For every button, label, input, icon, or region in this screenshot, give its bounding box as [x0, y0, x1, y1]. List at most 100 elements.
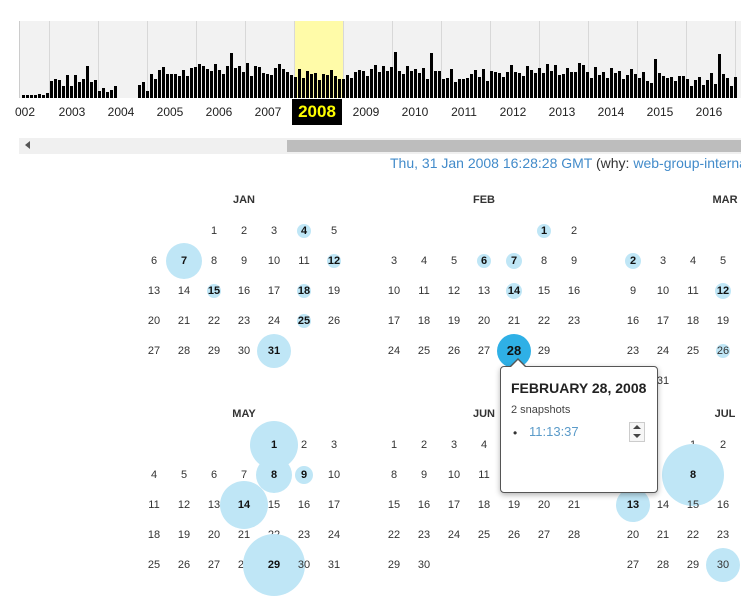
- chevron-down-icon[interactable]: [633, 434, 641, 438]
- snapshot-bubble[interactable]: [166, 243, 202, 279]
- snapshot-bubble[interactable]: [297, 224, 311, 238]
- year-label-002[interactable]: 002: [14, 105, 36, 119]
- calendar-day[interactable]: 15: [207, 285, 221, 297]
- calendar-day: 13: [207, 499, 221, 511]
- calendar-day[interactable]: 30: [716, 559, 730, 571]
- calendar-day: 24: [447, 529, 461, 541]
- capture-bar: [706, 80, 709, 98]
- calendar-day[interactable]: 12: [327, 255, 341, 267]
- calendar-day: 20: [626, 529, 640, 541]
- year-label-2005[interactable]: 2005: [156, 105, 184, 119]
- calendar-day: 21: [177, 315, 191, 327]
- year-separator: [637, 21, 638, 98]
- calendar-day[interactable]: 1: [270, 439, 278, 451]
- snapshot-time-link[interactable]: 11:13:37: [529, 424, 579, 439]
- calendar-day: 19: [507, 499, 521, 511]
- year-label-2010[interactable]: 2010: [401, 105, 429, 119]
- scroll-left-arrow-icon[interactable]: [25, 141, 30, 149]
- snapshot-bubble[interactable]: [256, 457, 292, 493]
- capture-bar: [714, 84, 717, 98]
- calendar-day: 30: [417, 559, 431, 571]
- snapshot-bubble[interactable]: [625, 253, 641, 269]
- snapshot-bubble[interactable]: [662, 444, 724, 506]
- capture-bar: [370, 69, 373, 98]
- calendar-day: 18: [417, 315, 431, 327]
- snapshot-timestamp-link[interactable]: Thu, 31 Jan 2008 16:28:28 GMT: [390, 155, 593, 171]
- year-label-2016[interactable]: 2016: [695, 105, 723, 119]
- calendar-day[interactable]: 12: [716, 285, 730, 297]
- snapshot-bubble[interactable]: [477, 254, 491, 268]
- capture-bar: [542, 73, 545, 98]
- snapshot-bubble[interactable]: [506, 283, 522, 299]
- calendar-day[interactable]: 8: [689, 469, 697, 481]
- snapshot-bubble[interactable]: [327, 254, 341, 268]
- calendar-day: 17: [447, 499, 461, 511]
- capture-bar: [658, 73, 661, 98]
- year-label-2003[interactable]: 2003: [58, 105, 86, 119]
- year-label-2013[interactable]: 2013: [548, 105, 576, 119]
- year-label-2011[interactable]: 2011: [451, 105, 477, 119]
- capture-bar: [230, 53, 233, 98]
- year-label-2006[interactable]: 2006: [205, 105, 233, 119]
- year-label-2015[interactable]: 2015: [646, 105, 674, 119]
- calendar-day: 4: [420, 255, 428, 267]
- calendar-day[interactable]: 9: [300, 469, 308, 481]
- calendar-day[interactable]: 1: [540, 225, 548, 237]
- calendar-day[interactable]: 28: [506, 343, 522, 358]
- chevron-up-icon[interactable]: [633, 425, 641, 429]
- snapshot-bubble[interactable]: [295, 466, 313, 484]
- year-label-2007[interactable]: 2007: [254, 105, 282, 119]
- snapshot-bubble[interactable]: [297, 314, 311, 328]
- capture-bar: [694, 80, 697, 98]
- snapshot-bubble[interactable]: [537, 224, 551, 238]
- calendar-day[interactable]: 8: [270, 469, 278, 481]
- calendar-day: 3: [450, 439, 458, 451]
- snapshot-bubble[interactable]: [716, 344, 730, 358]
- capture-bar: [142, 82, 145, 98]
- snapshot-bubble[interactable]: [715, 283, 731, 299]
- calendar-day[interactable]: 31: [267, 345, 281, 357]
- snapshot-bubble[interactable]: [207, 284, 221, 298]
- calendar-day: 10: [267, 255, 281, 267]
- calendar-day[interactable]: 13: [626, 499, 640, 511]
- calendar-day[interactable]: 7: [180, 255, 188, 267]
- calendar-day[interactable]: 26: [716, 345, 730, 357]
- snapshot-bubble[interactable]: [297, 284, 311, 298]
- calendar-day[interactable]: 4: [300, 225, 308, 237]
- timeline-scrollbar[interactable]: [19, 138, 741, 154]
- calendar-day[interactable]: 29: [267, 559, 281, 571]
- calendar-day[interactable]: 6: [480, 255, 488, 267]
- snapshot-bubble[interactable]: [257, 334, 291, 368]
- capture-bar: [286, 72, 289, 98]
- calendar-day: 16: [567, 285, 581, 297]
- capture-bar: [546, 64, 549, 98]
- scrollbar-thumb[interactable]: [287, 140, 741, 152]
- year-label-2012[interactable]: 2012: [499, 105, 527, 119]
- snapshot-bubble[interactable]: [220, 481, 268, 529]
- calendar-day: 16: [626, 315, 640, 327]
- popup-caret-inner: [510, 360, 526, 368]
- capture-bar: [338, 79, 341, 98]
- year-label-2014[interactable]: 2014: [597, 105, 625, 119]
- why-link[interactable]: web-group-interna: [633, 155, 741, 171]
- popup-scroll-spinner[interactable]: [629, 422, 645, 442]
- calendar-day[interactable]: 25: [297, 315, 311, 327]
- snapshot-bubble[interactable]: [506, 253, 522, 269]
- calendar-day: 31: [656, 375, 670, 387]
- year-label-2008[interactable]: 2008: [292, 99, 342, 125]
- capture-bar: [358, 70, 361, 98]
- calendar-day[interactable]: 7: [510, 255, 518, 267]
- calendar-day: 18: [686, 315, 700, 327]
- snapshot-bubble[interactable]: [616, 488, 650, 522]
- calendar-day: 1: [210, 225, 218, 237]
- year-label-2004[interactable]: 2004: [107, 105, 135, 119]
- calendar-day[interactable]: 14: [507, 285, 521, 297]
- capture-histogram[interactable]: [19, 21, 741, 98]
- year-label-2009[interactable]: 2009: [352, 105, 380, 119]
- calendar-day[interactable]: 14: [237, 499, 251, 511]
- calendar-day: 23: [626, 345, 640, 357]
- month-title-may: MAY: [232, 408, 256, 420]
- calendar-day[interactable]: 2: [629, 255, 637, 267]
- calendar-day[interactable]: 18: [297, 285, 311, 297]
- capture-bar: [618, 71, 621, 98]
